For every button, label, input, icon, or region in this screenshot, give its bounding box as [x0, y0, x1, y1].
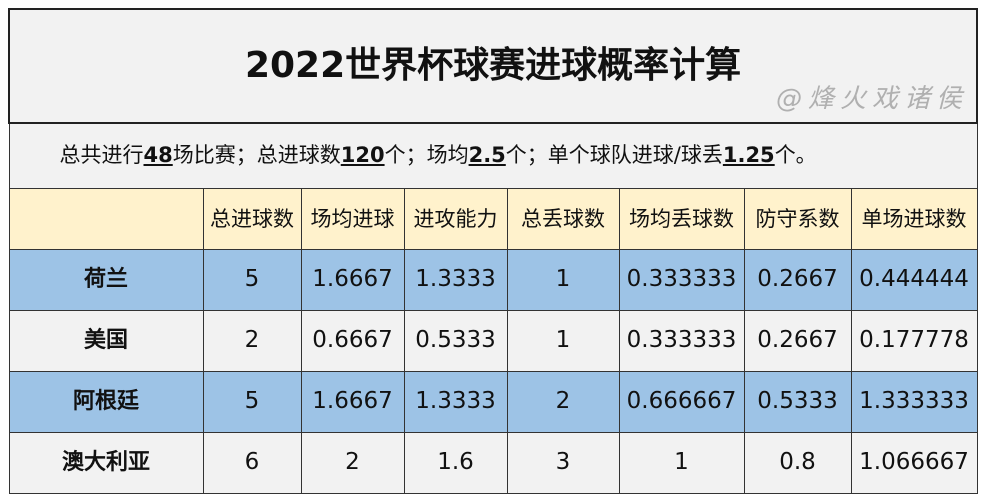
- table-cell: 3: [506, 432, 620, 494]
- table-cell: 6: [202, 432, 302, 494]
- table-cell: 0.177778: [850, 310, 978, 372]
- header-cell: [8, 188, 204, 250]
- probability-table: 2022世界杯球赛进球概率计算 总共进行48场比赛；总进球数120个；场均2.5…: [7, 8, 979, 494]
- table-cell: 0.444444: [850, 249, 978, 311]
- header-cell: 场均丢球数: [618, 188, 745, 250]
- table-row: 澳大利亚 6 2 1.6 3 1 0.8 1.066667: [8, 432, 978, 494]
- header-cell: 总进球数: [202, 188, 302, 250]
- table-body: 荷兰 5 1.6667 1.3333 1 0.333333 0.2667 0.444444 美国…: [8, 249, 978, 494]
- table-cell: 1: [618, 432, 745, 494]
- table-cell: 0.333333: [618, 249, 745, 311]
- header-cell: 总丢球数: [506, 188, 620, 250]
- table-row: 美国 2 0.6667 0.5333 1 0.333333 0.2667 0.177778: [8, 310, 978, 372]
- summary-team: 1.25: [722, 143, 775, 168]
- table-cell: 0.8: [743, 432, 852, 494]
- header-row: 总进球数 场均进球 进攻能力 总丢球数 场均丢球数 防守系数 单场进球数: [8, 188, 978, 250]
- watermark: @烽火戏诸侯: [775, 84, 968, 114]
- table-cell: 1.6667: [300, 371, 405, 433]
- table-cell: 0.2667: [743, 249, 852, 311]
- table-cell: 1.6: [403, 432, 508, 494]
- summary-part: 总共进行: [59, 143, 144, 168]
- table-row: 荷兰 5 1.6667 1.3333 1 0.333333 0.2667 0.444444: [8, 249, 978, 311]
- table-cell: 阿根廷: [8, 371, 204, 433]
- table-cell: 2: [506, 371, 620, 433]
- table-cell: 0.5333: [743, 371, 852, 433]
- header-cell: 单场进球数: [850, 188, 978, 250]
- table-cell: 2: [202, 310, 302, 372]
- table-cell: 2: [300, 432, 405, 494]
- summary-avg: 2.5: [468, 143, 506, 168]
- header-cell: 防守系数: [743, 188, 852, 250]
- table-cell: 5: [202, 371, 302, 433]
- page-title: 2022世界杯球赛进球概率计算: [7, 8, 979, 124]
- header-cell: 场均进球: [300, 188, 405, 250]
- summary-goals: 120: [340, 143, 385, 168]
- table-cell: 1.333333: [850, 371, 978, 433]
- table-cell: 澳大利亚: [8, 432, 204, 494]
- table-cell: 1: [506, 249, 620, 311]
- table-cell: 1: [506, 310, 620, 372]
- table-cell: 0.6667: [300, 310, 405, 372]
- summary-part: 个；场均: [384, 143, 469, 168]
- table-cell: 1.3333: [403, 249, 508, 311]
- table-cell: 0.2667: [743, 310, 852, 372]
- table-cell: 荷兰: [8, 249, 204, 311]
- table-row: 阿根廷 5 1.6667 1.3333 2 0.666667 0.5333 1.333333: [8, 371, 978, 433]
- table-cell: 1.066667: [850, 432, 978, 494]
- table-cell: 0.666667: [618, 371, 745, 433]
- table-cell: 5: [202, 249, 302, 311]
- table-cell: 1.6667: [300, 249, 405, 311]
- table-cell: 0.333333: [618, 310, 745, 372]
- table-cell: 0.5333: [403, 310, 508, 372]
- header-cell: 进攻能力: [403, 188, 508, 250]
- table-cell: 美国: [8, 310, 204, 372]
- table-cell: 1.3333: [403, 371, 508, 433]
- summary-part: 场比赛；总进球数: [172, 143, 341, 168]
- summary-games: 48: [143, 143, 173, 168]
- summary-part: 个。: [774, 143, 817, 168]
- summary-text: 总共进行48场比赛；总进球数120个；场均2.5个；单个球队进球/球丢1.25个…: [8, 122, 978, 189]
- summary-part: 个；单个球队进球/球丢: [505, 143, 723, 168]
